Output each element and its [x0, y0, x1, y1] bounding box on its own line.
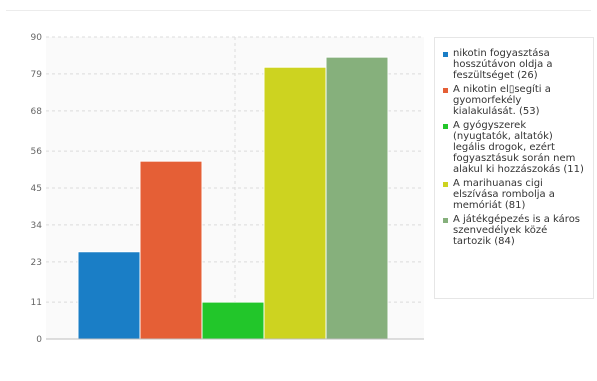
legend: nikotin fogyasztása hosszútávon oldja a … [434, 37, 594, 299]
y-tick-label-3: 34 [31, 221, 43, 231]
y-tick-label-6: 68 [31, 107, 43, 117]
bar-chart: 0 11 23 34 45 56 68 79 90 [31, 33, 424, 345]
bars [77, 56, 389, 340]
y-tick-label-4: 45 [31, 184, 42, 194]
legend-swatch-4 [443, 182, 448, 187]
legend-swatch-2 [443, 88, 448, 93]
legend-label-1: nikotin fogyasztása hosszútávon oldja a … [453, 48, 553, 81]
chart-frame: 0 11 23 34 45 56 68 79 90 nikotin fogyasztása ho… [6, 10, 594, 375]
y-tick-label-7: 79 [31, 70, 43, 80]
bar-1 [77, 251, 141, 340]
legend-label-5: A játékgépezés is a káros szenvedélyek k… [453, 214, 581, 247]
y-tick-label-8: 90 [31, 33, 43, 43]
legend-item-3: A gyógyszerek (nyugtatók, altatók) legál… [443, 120, 587, 175]
legend-item-4: A marihuanas cigi elszívása rombolja a m… [443, 178, 587, 211]
y-tick-label-1: 11 [31, 298, 42, 308]
y-tick-label-5: 56 [31, 147, 43, 157]
legend-item-1: nikotin fogyasztása hosszútávon oldja a … [443, 48, 587, 81]
bar-2 [139, 160, 203, 340]
bar-5 [325, 56, 389, 340]
y-tick-label-0: 0 [36, 335, 42, 345]
y-axis: 0 11 23 34 45 56 68 79 90 [31, 33, 424, 345]
y-tick-label-2: 23 [31, 258, 42, 268]
legend-label-4: A marihuanas cigi elszívása rombolja a m… [453, 178, 555, 211]
bar-4 [263, 66, 327, 340]
legend-item-2: A nikotin el▯segíti a gyomorfekély kiala… [443, 84, 587, 117]
legend-swatch-5 [443, 218, 448, 223]
bar-3 [201, 301, 265, 340]
legend-label-2: A nikotin el▯segíti a gyomorfekély kiala… [453, 84, 551, 117]
legend-swatch-1 [443, 52, 448, 57]
legend-item-5: A játékgépezés is a káros szenvedélyek k… [443, 214, 587, 247]
legend-label-3: A gyógyszerek (nyugtatók, altatók) legál… [453, 120, 584, 175]
legend-swatch-3 [443, 124, 448, 129]
